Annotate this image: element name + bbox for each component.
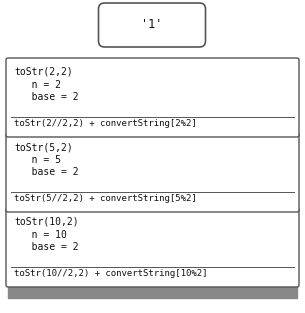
- Text: n = 10: n = 10: [14, 230, 67, 240]
- Text: toStr(5//2,2) + convertString[5%2]: toStr(5//2,2) + convertString[5%2]: [14, 194, 197, 203]
- Text: base = 2: base = 2: [14, 167, 79, 177]
- FancyBboxPatch shape: [99, 3, 206, 47]
- FancyBboxPatch shape: [8, 285, 297, 298]
- FancyBboxPatch shape: [6, 133, 299, 212]
- Text: n = 2: n = 2: [14, 80, 61, 90]
- Text: n = 5: n = 5: [14, 155, 61, 165]
- Text: toStr(2,2): toStr(2,2): [14, 67, 73, 77]
- Text: toStr(10//2,2) + convertString[10%2]: toStr(10//2,2) + convertString[10%2]: [14, 269, 207, 278]
- Text: base = 2: base = 2: [14, 92, 79, 102]
- Text: toStr(5,2): toStr(5,2): [14, 142, 73, 152]
- Text: '1': '1': [141, 18, 163, 32]
- Text: toStr(2//2,2) + convertString[2%2]: toStr(2//2,2) + convertString[2%2]: [14, 119, 197, 128]
- FancyBboxPatch shape: [6, 208, 299, 287]
- Text: toStr(10,2): toStr(10,2): [14, 217, 79, 227]
- FancyBboxPatch shape: [6, 58, 299, 137]
- Text: base = 2: base = 2: [14, 242, 79, 252]
